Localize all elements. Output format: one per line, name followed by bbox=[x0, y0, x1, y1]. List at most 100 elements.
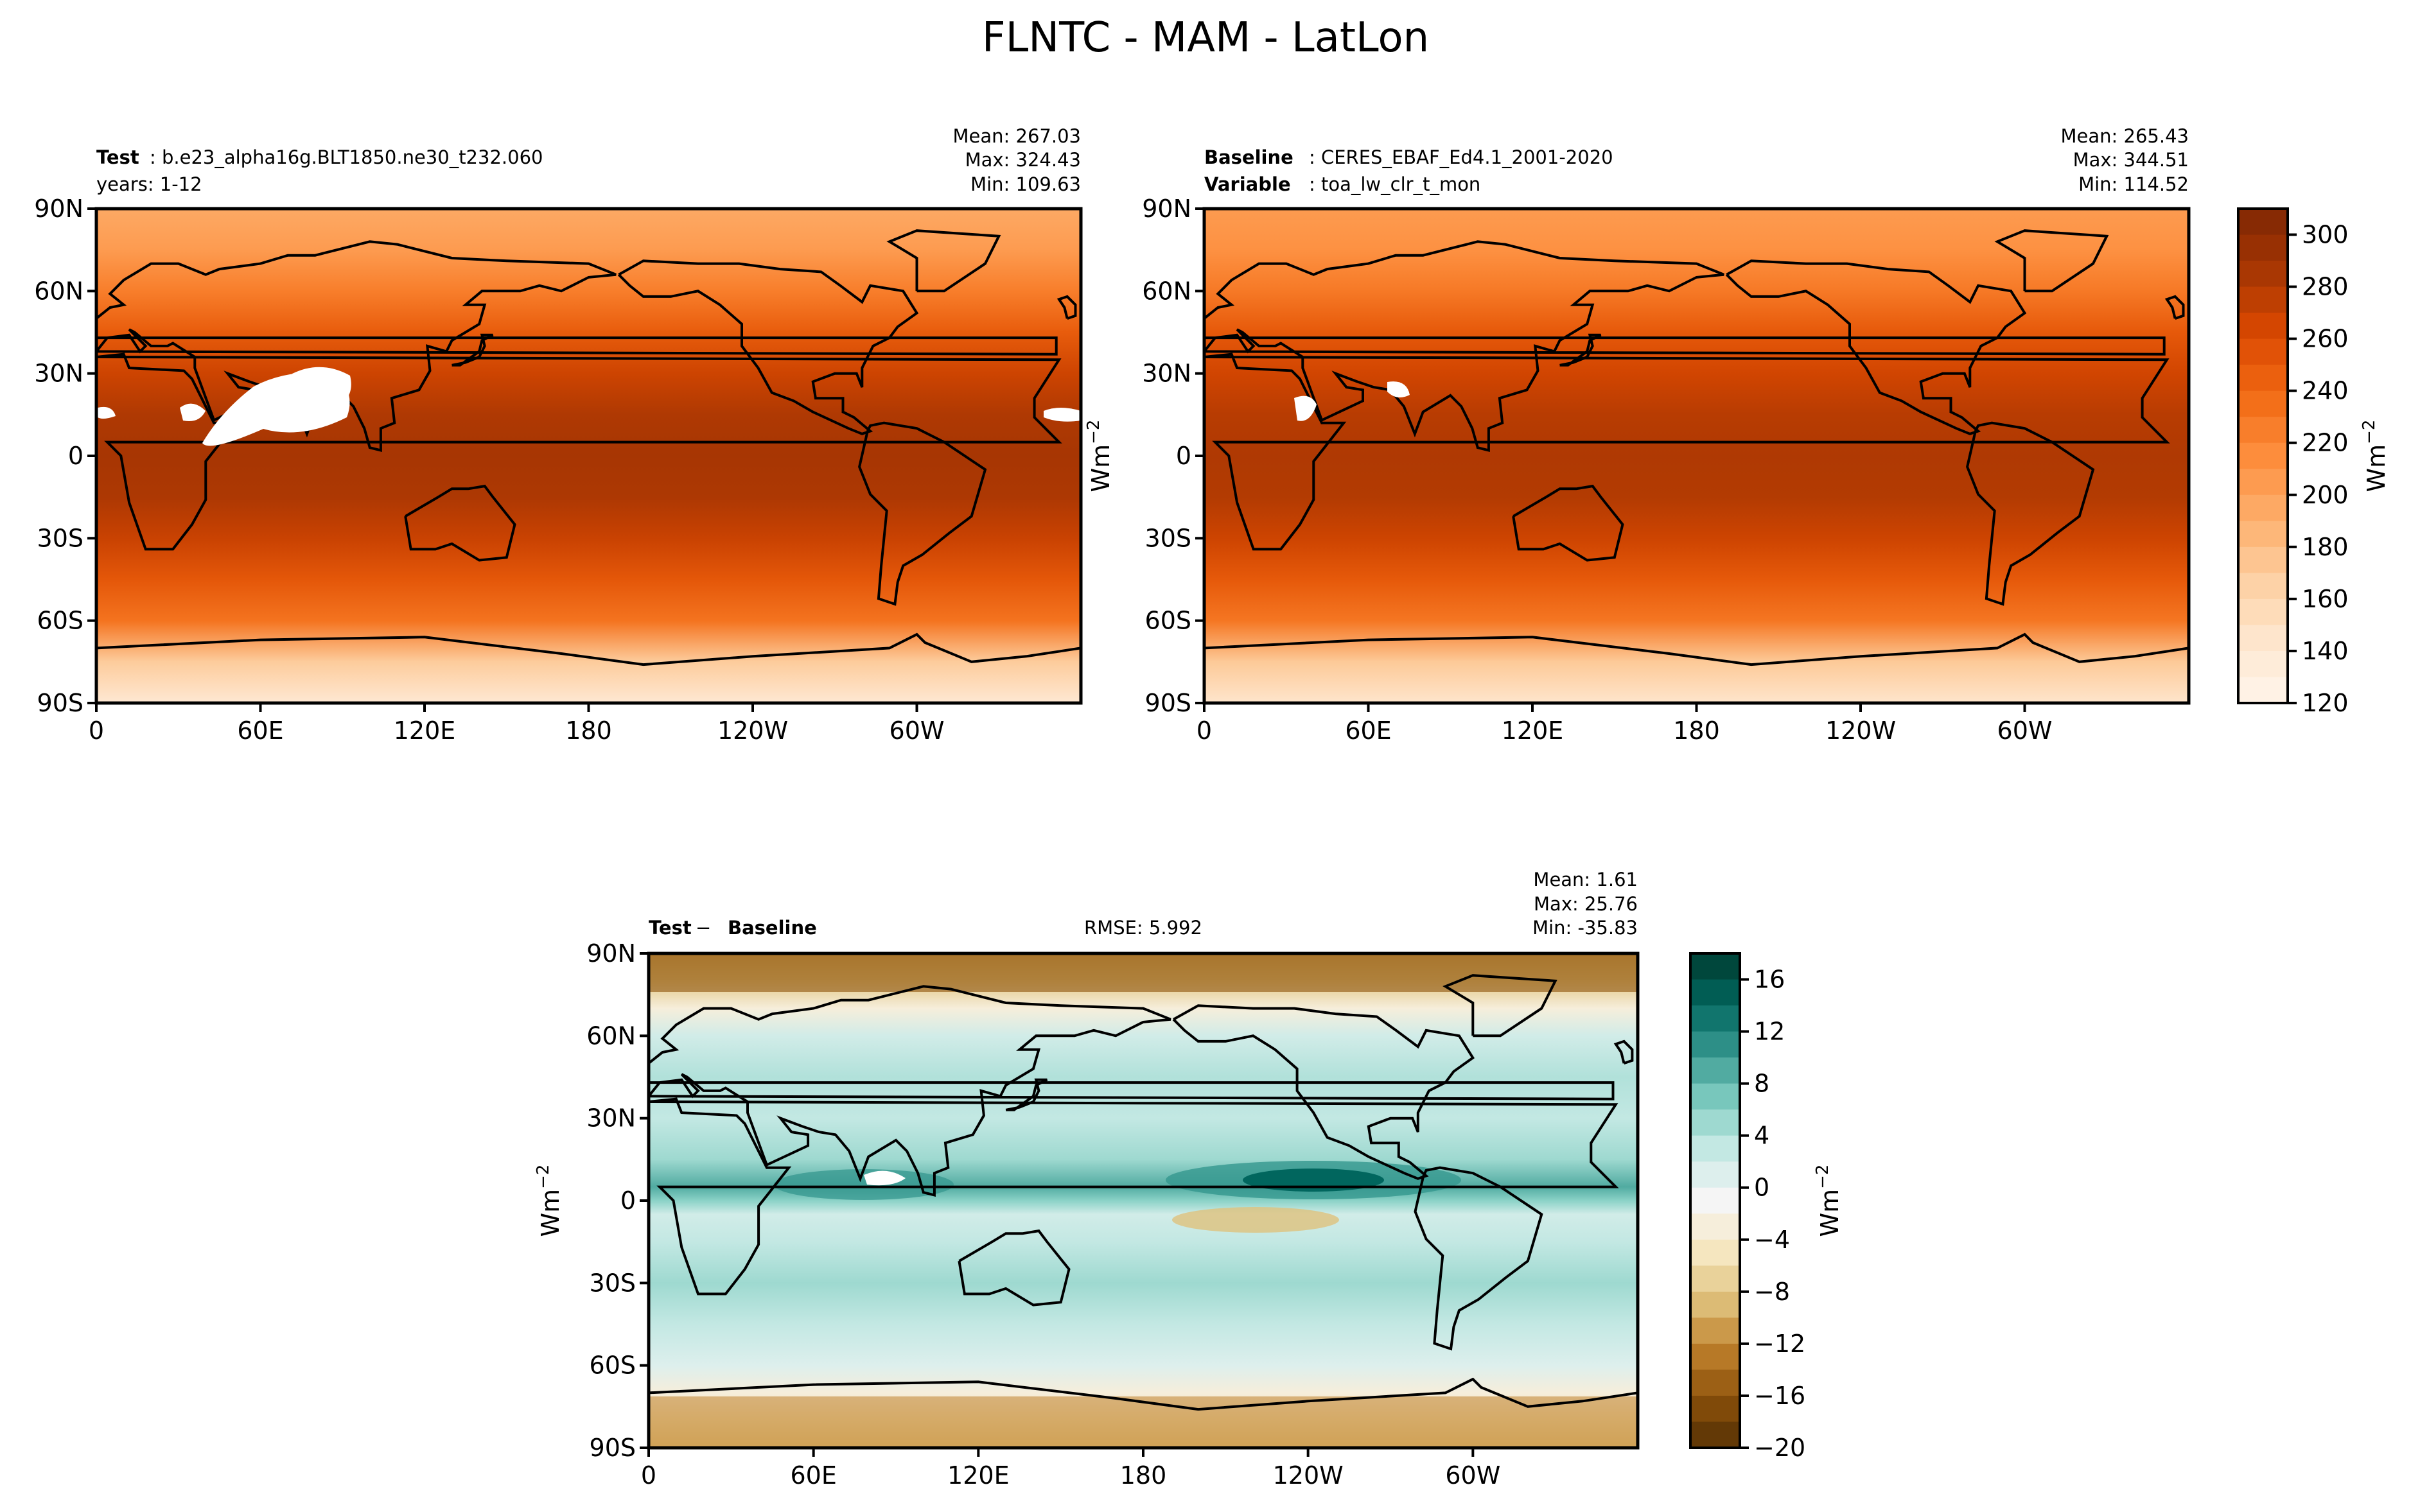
y-tick-label: 0 bbox=[68, 442, 83, 470]
x-tick-label: 0 bbox=[641, 1461, 656, 1490]
test-stat-max: Max: 324.43 bbox=[965, 149, 1081, 171]
baseline-stat-mean: Mean: 265.43 bbox=[2061, 125, 2189, 147]
y-tick-label: 60N bbox=[586, 1021, 636, 1050]
coastline bbox=[96, 632, 1081, 666]
colorbar-step bbox=[2238, 338, 2288, 366]
x-tick-label: 180 bbox=[565, 717, 612, 745]
colorbar-absolute-frame bbox=[2237, 207, 2289, 704]
coastline bbox=[649, 1377, 1638, 1411]
y-tick-label: 90N bbox=[34, 195, 83, 223]
y-tick-label: 90S bbox=[1145, 689, 1191, 717]
colorbar-step bbox=[2238, 442, 2288, 470]
y-tick-label: 60S bbox=[590, 1351, 636, 1380]
colorbar-absolute-ticks: 300 280 260 240 220 200 180 160 140 120 bbox=[2288, 221, 2349, 717]
colorbar-step bbox=[2238, 573, 2288, 600]
coastline bbox=[404, 484, 516, 562]
x-tick-label: 120W bbox=[717, 717, 788, 745]
baseline-missing-patch-india bbox=[1387, 381, 1410, 397]
coastline bbox=[1725, 259, 2027, 435]
coastline bbox=[1613, 1039, 1634, 1064]
figure-title: FLNTC - MAM - LatLon bbox=[982, 14, 1429, 62]
colorbar-tick-label: 200 bbox=[2302, 481, 2349, 509]
coastline bbox=[1204, 632, 2189, 666]
x-tick-label: 120E bbox=[394, 717, 456, 745]
y-tick-label: 0 bbox=[1176, 442, 1191, 470]
y-tick-label: 90S bbox=[590, 1434, 636, 1462]
x-tick-label: 120W bbox=[1273, 1461, 1344, 1490]
colorbar-step bbox=[2238, 209, 2288, 236]
coastline bbox=[96, 240, 1058, 452]
colorbar-step bbox=[2238, 677, 2288, 704]
colorbar-tick-label: 240 bbox=[2302, 377, 2349, 405]
colorbar-tick-label: 4 bbox=[1754, 1122, 1769, 1150]
x-tick-label: 180 bbox=[1673, 717, 1720, 745]
y-tick-label: 30N bbox=[34, 360, 83, 388]
test-missing-patches bbox=[98, 367, 1081, 446]
colorbar-tick-label: −16 bbox=[1754, 1382, 1805, 1410]
coastline bbox=[1966, 421, 2095, 606]
y-tick-label: 0 bbox=[620, 1186, 636, 1215]
colorbar-step bbox=[2238, 261, 2288, 288]
colorbar-difference-frame bbox=[1689, 952, 1741, 1449]
colorbar-step bbox=[2238, 390, 2288, 418]
y-tick-label: 90S bbox=[37, 689, 83, 717]
colorbar-tick-label: −4 bbox=[1754, 1226, 1790, 1254]
colorbar-step bbox=[1690, 1135, 1740, 1163]
colorbar-step bbox=[1690, 1343, 1740, 1371]
test-field bbox=[96, 209, 1081, 703]
colorbar-step bbox=[2238, 313, 2288, 340]
x-tick-label: 180 bbox=[1120, 1461, 1167, 1490]
diff-stat-mean: Mean: 1.61 bbox=[1533, 869, 1638, 891]
x-tick-label: 0 bbox=[89, 717, 104, 745]
colorbar-step bbox=[2238, 625, 2288, 652]
baseline-land-outlines bbox=[1204, 229, 2189, 666]
coastline bbox=[617, 259, 919, 435]
colorbar-tick-label: 0 bbox=[1754, 1174, 1769, 1202]
colorbar-step bbox=[2238, 650, 2288, 678]
y-tick-label: 30N bbox=[1142, 360, 1191, 388]
colorbar-step bbox=[2238, 417, 2288, 444]
x-tick-label: 120E bbox=[1502, 717, 1564, 745]
coastline bbox=[452, 333, 494, 367]
diff-label-baseline: Baseline bbox=[728, 917, 817, 939]
colorbar-tick-label: −8 bbox=[1754, 1278, 1790, 1306]
colorbar-absolute: 300 280 260 240 220 200 180 160 140 120 Wm−2 bbox=[2237, 207, 2390, 717]
test-label-text: : b.e23_alpha16g.BLT1850.ne30_t232.060 bbox=[150, 146, 543, 168]
variable-label-text: : toa_lw_clr_t_mon bbox=[1309, 173, 1480, 195]
colorbar-tick-label: 300 bbox=[2302, 221, 2349, 249]
coastline bbox=[1442, 974, 1557, 1038]
colorbar-step bbox=[2238, 234, 2288, 262]
colorbar-tick-label: 12 bbox=[1754, 1018, 1785, 1046]
diff-stat-max: Max: 25.76 bbox=[1534, 893, 1638, 915]
coastline bbox=[1512, 484, 1624, 562]
colorbar-tick-label: 280 bbox=[2302, 273, 2349, 301]
x-tick-label: 120E bbox=[947, 1461, 1010, 1490]
coastline bbox=[649, 1097, 1619, 1296]
x-tick-label: 60E bbox=[1345, 717, 1391, 745]
x-tick-label: 60W bbox=[1445, 1461, 1500, 1490]
diff-feature-arctic-band bbox=[649, 953, 1638, 992]
colorbar-tick-label: 8 bbox=[1754, 1070, 1769, 1098]
difference-features bbox=[649, 953, 1638, 1448]
diff-missing-patch bbox=[864, 1170, 906, 1186]
coastline bbox=[649, 985, 1615, 1197]
colorbar-tick-label: 120 bbox=[2302, 689, 2349, 717]
test-missing-patch-east bbox=[1044, 408, 1081, 422]
test-land-outlines bbox=[96, 229, 1081, 666]
baseline-label-text: : CERES_EBAF_Ed4.1_2001-2020 bbox=[1309, 146, 1613, 168]
colorbar-tick-label: 16 bbox=[1754, 966, 1785, 994]
colorbar-step bbox=[1690, 1083, 1740, 1111]
coastline bbox=[1994, 229, 2109, 293]
colorbar-difference-unit: Wm−2 bbox=[1813, 1165, 1844, 1237]
colorbar-absolute-steps bbox=[2238, 209, 2288, 704]
colorbar-step bbox=[1690, 1239, 1740, 1267]
colorbar-step bbox=[1690, 979, 1740, 1007]
colorbar-step bbox=[2238, 521, 2288, 548]
baseline-panel: Baseline : CERES_EBAF_Ed4.1_2001-2020 Va… bbox=[1142, 125, 2191, 745]
colorbar-step bbox=[1690, 1187, 1740, 1215]
y-tick-label: 30S bbox=[1145, 524, 1191, 552]
colorbar-step bbox=[1690, 1031, 1740, 1059]
colorbar-tick-label: 140 bbox=[2302, 637, 2349, 665]
diff-rmse: RMSE: 5.992 bbox=[1084, 917, 1202, 939]
